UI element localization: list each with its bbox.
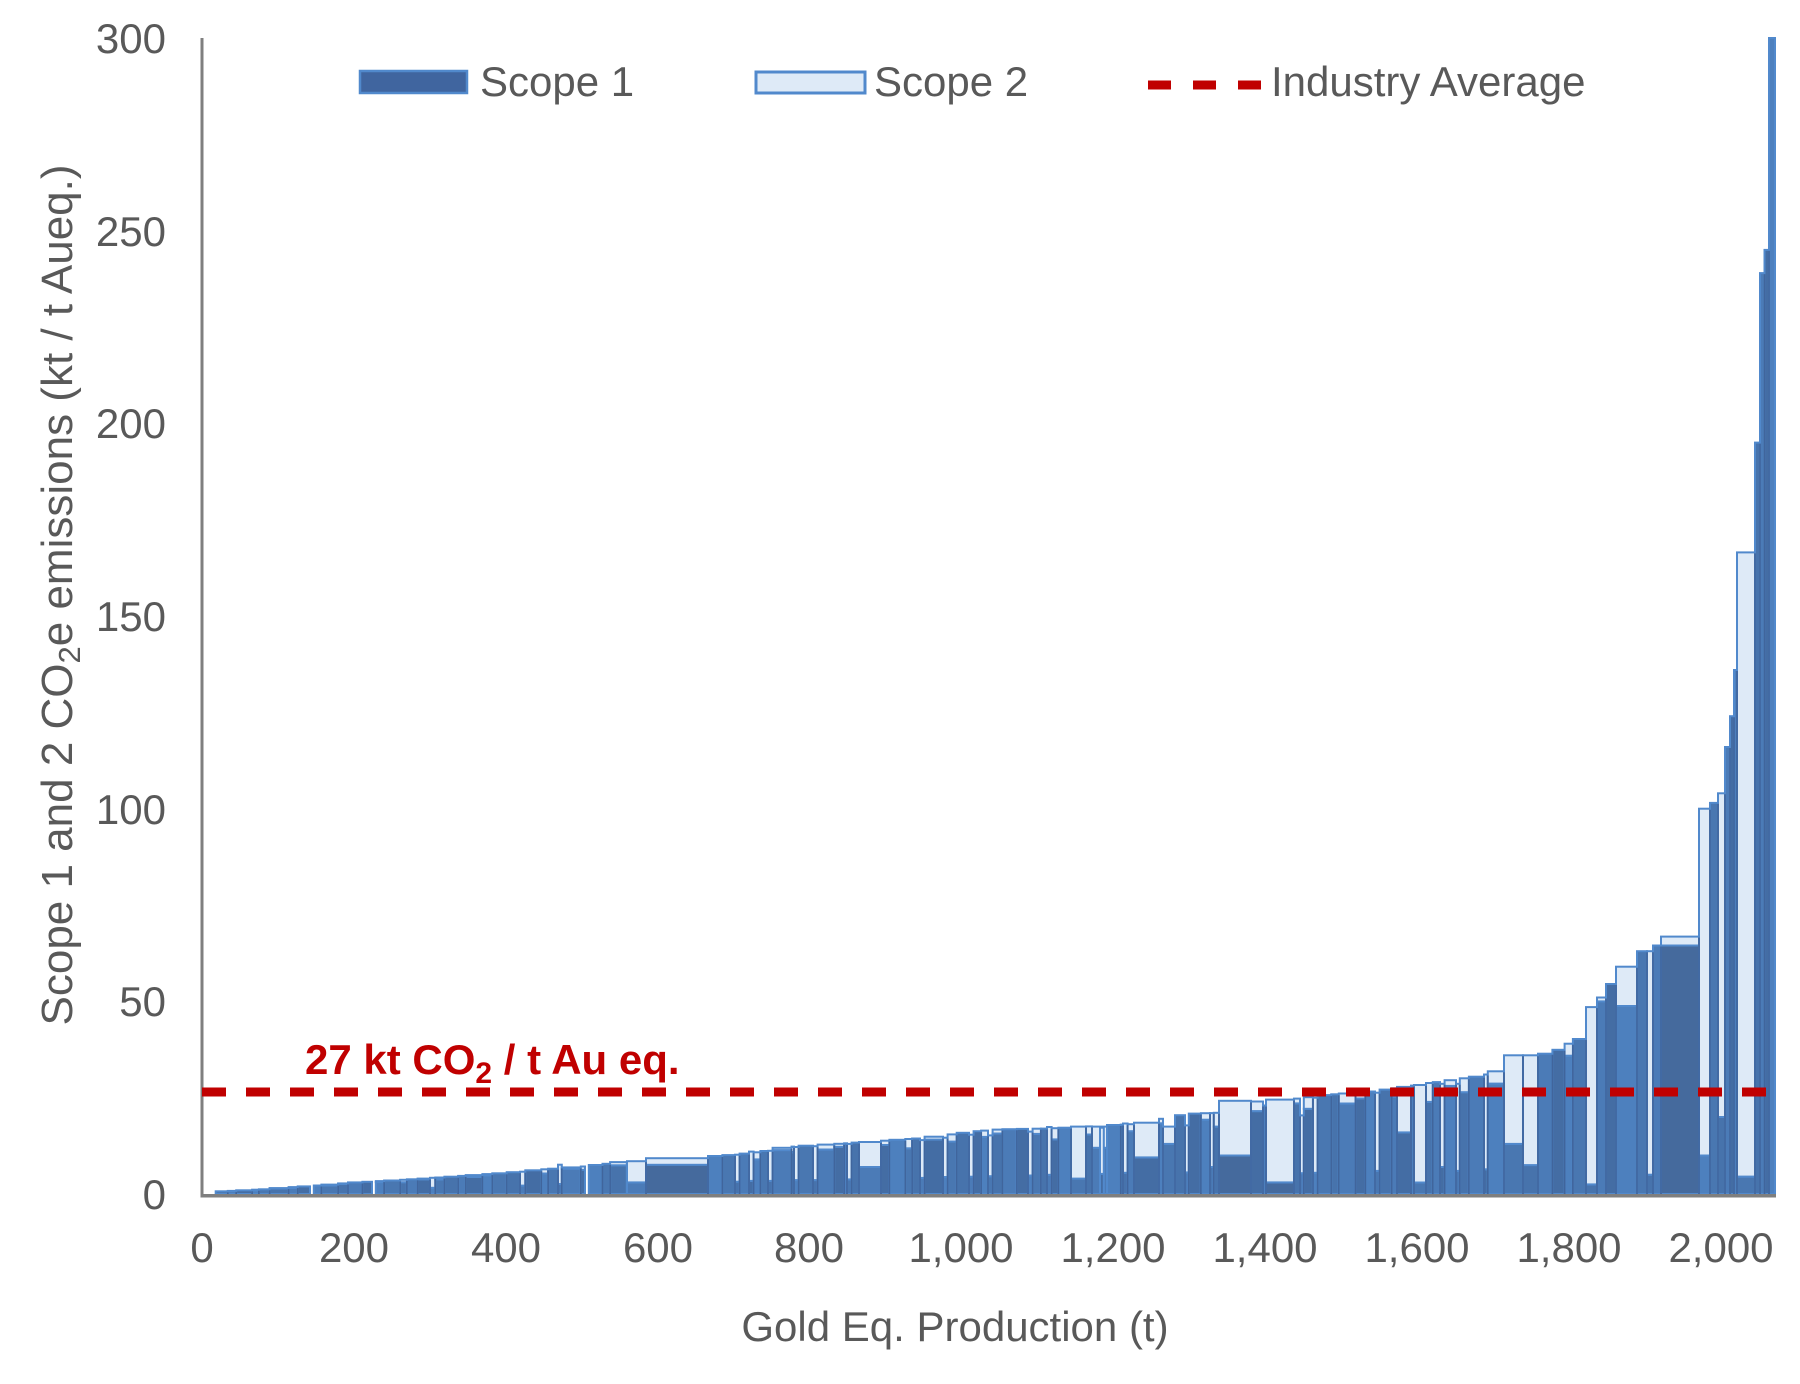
svg-text:600: 600	[623, 1224, 693, 1271]
svg-text:200: 200	[319, 1224, 389, 1271]
svg-text:27 kt CO2 / t Au eq.: 27 kt CO2 / t Au eq.	[305, 1036, 680, 1090]
svg-text:Scope 2: Scope 2	[874, 58, 1028, 105]
svg-text:0: 0	[190, 1224, 213, 1271]
svg-text:250: 250	[96, 208, 166, 255]
svg-text:0: 0	[143, 1171, 166, 1218]
svg-text:1,600: 1,600	[1364, 1224, 1469, 1271]
svg-text:1,000: 1,000	[908, 1224, 1013, 1271]
svg-text:2,000: 2,000	[1668, 1224, 1773, 1271]
svg-text:1,400: 1,400	[1212, 1224, 1317, 1271]
svg-text:400: 400	[471, 1224, 541, 1271]
svg-text:Gold Eq. Production (t): Gold Eq. Production (t)	[741, 1303, 1168, 1350]
svg-text:300: 300	[96, 15, 166, 62]
svg-text:Scope 1 and 2 CO2e emissions (: Scope 1 and 2 CO2e emissions (kt / t Aue…	[33, 164, 87, 1025]
svg-text:1,800: 1,800	[1516, 1224, 1621, 1271]
svg-text:50: 50	[119, 978, 166, 1025]
svg-text:800: 800	[774, 1224, 844, 1271]
svg-text:100: 100	[96, 786, 166, 833]
svg-text:Scope 1: Scope 1	[480, 58, 634, 105]
svg-text:150: 150	[96, 593, 166, 640]
svg-text:200: 200	[96, 400, 166, 447]
svg-text:Industry Average: Industry Average	[1271, 58, 1585, 105]
svg-text:1,200: 1,200	[1060, 1224, 1165, 1271]
